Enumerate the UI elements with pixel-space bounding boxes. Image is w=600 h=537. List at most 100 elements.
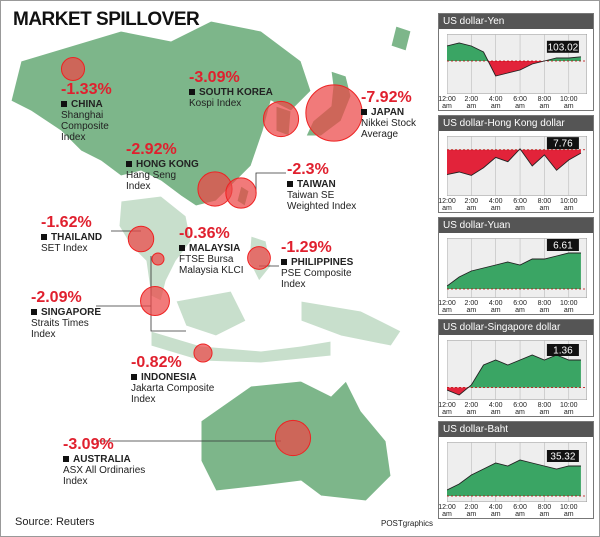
bubble	[193, 343, 213, 363]
market-label: -3.09% SOUTH KOREA Kospi Index	[189, 69, 279, 109]
x-tick-label: 6:00 am	[513, 504, 527, 518]
x-tick-label: 2:00 am	[464, 402, 479, 416]
market-label: -0.36% MALAYSIA FTSE Bursa Malaysia KLCI	[179, 225, 259, 276]
index-name: ASX All Ordinaries Index	[63, 465, 146, 487]
change: -7.92%	[361, 89, 412, 106]
index-name: Jakarta Composite Index	[131, 383, 215, 405]
x-tick-label: 2:00 am	[464, 300, 479, 314]
change: -0.82%	[131, 354, 182, 371]
x-tick-label: 8:00 am	[537, 300, 552, 314]
x-tick-label: 12:00 am	[438, 402, 456, 416]
index-name: FTSE Bursa Malaysia KLCI	[179, 254, 244, 276]
x-tick-label: 4:00 am	[488, 504, 503, 518]
panel-title: US dollar-Hong Kong dollar	[439, 116, 593, 131]
x-tick-label: 12:00 am	[438, 198, 456, 212]
change: -2.3%	[287, 161, 329, 178]
plot: 103.02	[447, 34, 587, 94]
x-tick-label: 4:00 am	[488, 402, 503, 416]
country: JAPAN	[361, 107, 431, 118]
x-tick-label: 10:00 am	[559, 96, 578, 110]
line	[447, 42, 581, 77]
index-name: Hang Seng Index	[126, 170, 177, 192]
country: HONG KONG	[126, 159, 201, 170]
area-down	[447, 387, 581, 395]
market-label: -1.33% CHINA Shanghai Composite Index	[61, 81, 136, 143]
market-label: -1.29% PHILIPPINES PSE Composite Index	[281, 239, 366, 290]
last-value-box	[546, 450, 579, 462]
market-label: -0.82% INDONESIA Jakarta Composite Index	[131, 354, 216, 405]
source: Source: Reuters	[15, 516, 95, 528]
panel-title: US dollar-Singapore dollar	[439, 320, 593, 335]
country: AUSTRALIA	[63, 454, 153, 465]
x-tick-label: 4:00 am	[488, 96, 503, 110]
area-up	[447, 43, 581, 61]
index-name: Shanghai Composite Index	[61, 110, 109, 143]
currency-panel: US dollar-Hong Kong dollar 7.76 12:00 am 2:…	[438, 115, 594, 213]
x-tick-label: 12:00 am	[438, 300, 456, 314]
plot: 6.61	[447, 238, 587, 298]
x-tick-label: 2:00 am	[464, 96, 479, 110]
credit: POSTgraphics	[381, 519, 434, 528]
x-tick-label: 6:00 am	[513, 198, 527, 212]
map	[10, 20, 412, 502]
last-value-box	[546, 239, 579, 251]
last-value-box	[546, 344, 579, 356]
southeast-asia	[118, 195, 402, 364]
change: -1.33%	[61, 81, 112, 98]
change: -0.36%	[179, 225, 230, 242]
country: INDONESIA	[131, 372, 216, 383]
last-value-label: 1.36	[553, 346, 573, 357]
bubble	[140, 286, 170, 316]
x-tick-label: 12:00 am	[438, 504, 456, 518]
bubble	[151, 252, 165, 266]
last-value-label: 35.32	[550, 452, 575, 463]
x-tick-label: 10:00 am	[559, 402, 578, 416]
index-name: Nikkei Stock Average	[361, 118, 417, 140]
last-value-label: 7.76	[553, 139, 573, 150]
last-value-box	[546, 137, 579, 150]
x-tick-label: 6:00 am	[513, 96, 527, 110]
country: CHINA	[61, 99, 136, 110]
area-up	[447, 355, 581, 388]
market-label: -1.62% THAILAND SET Index	[41, 214, 121, 254]
change: -3.09%	[63, 436, 114, 453]
bubble	[305, 84, 363, 142]
x-tick-label: 6:00 am	[513, 402, 527, 416]
change: -1.62%	[41, 214, 92, 231]
market-label: -2.92% HONG KONG Hang Seng Index	[126, 141, 201, 192]
country: TAIWAN	[287, 179, 377, 190]
plot: 35.32	[447, 442, 587, 502]
plot: 7.76	[447, 136, 587, 196]
title: MARKET SPILLOVER	[13, 9, 200, 30]
x-tick-label: 10:00 am	[559, 198, 578, 212]
currency-panel: US dollar-Yuan 6.61 12:00 am 2:00 am 4:00 am…	[438, 217, 594, 315]
line	[447, 148, 582, 176]
line	[447, 459, 581, 491]
index-name: PSE Composite Index	[281, 268, 352, 290]
market-label: -2.09% SINGAPORE Straits Times Index	[31, 289, 101, 340]
x-tick-label: 8:00 am	[537, 504, 552, 518]
country: PHILIPPINES	[281, 257, 366, 268]
index-name: Taiwan SE Weighted Index	[287, 190, 357, 212]
x-tick-label: 10:00 am	[559, 300, 578, 314]
x-tick-label: 12:00 am	[438, 96, 456, 110]
x-tick-label: 2:00 am	[464, 198, 479, 212]
panel-title: US dollar-Yen	[439, 14, 593, 29]
last-value-label: 6.61	[553, 241, 573, 252]
plot: 1.36	[447, 340, 587, 400]
area-down	[447, 61, 581, 76]
last-value-box	[546, 40, 579, 53]
x-tick-label: 4:00 am	[488, 198, 503, 212]
country: MALAYSIA	[179, 243, 259, 254]
index-name: SET Index	[41, 243, 88, 254]
market-label: -3.09% AUSTRALIA ASX All Ordinaries Index	[63, 436, 153, 487]
bubble	[262, 100, 300, 138]
currency-panel: US dollar-Yen 103.02 12:00 am 2:00 am 4:00 a…	[438, 13, 594, 111]
country: THAILAND	[41, 232, 121, 243]
market-label: -2.3% TAIWAN Taiwan SE Weighted Index	[287, 161, 377, 212]
change: -1.29%	[281, 239, 332, 256]
bubble	[274, 419, 312, 457]
x-tick-label: 4:00 am	[488, 300, 503, 314]
country: SOUTH KOREA	[189, 87, 279, 98]
